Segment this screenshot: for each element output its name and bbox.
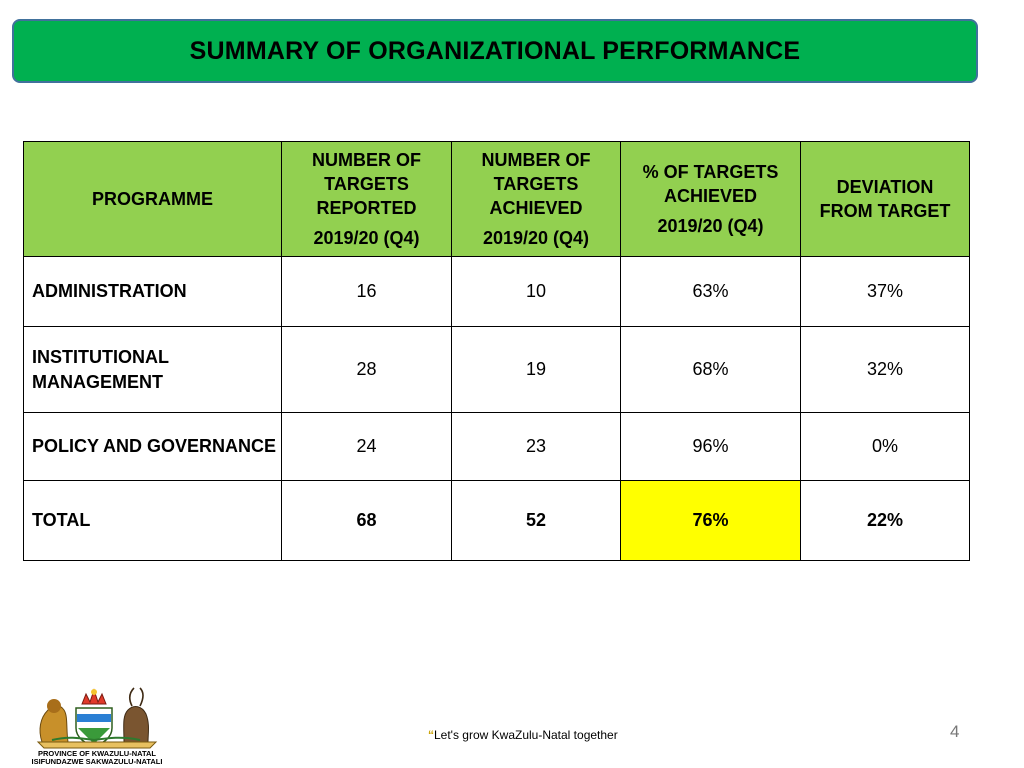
performance-table: PROGRAMME NUMBER OF TARGETS REPORTED 201…: [23, 141, 970, 561]
table-row: INSTITUTIONAL MANAGEMENT 28 19 68% 32%: [23, 326, 970, 413]
row-deviation: 0%: [800, 412, 970, 481]
header-targets-reported: NUMBER OF TARGETS REPORTED 2019/20 (Q4): [281, 141, 452, 257]
row-reported: 28: [281, 326, 452, 413]
title-banner: SUMMARY OF ORGANIZATIONAL PERFORMANCE: [12, 19, 978, 83]
table-header-row: PROGRAMME NUMBER OF TARGETS REPORTED 201…: [23, 141, 970, 257]
slogan-text: Let's grow KwaZulu-Natal together: [434, 728, 618, 742]
row-reported: 16: [281, 256, 452, 327]
table-total-row: TOTAL 68 52 76% 22%: [23, 480, 970, 561]
total-achieved: 52: [451, 480, 621, 561]
row-reported: 24: [281, 412, 452, 481]
slogan-quote-mark: “: [428, 728, 434, 742]
logo-caption-line1: PROVINCE OF KWAZULU-NATAL: [37, 749, 157, 758]
row-achieved: 23: [451, 412, 621, 481]
row-achieved: 10: [451, 256, 621, 327]
table-row: POLICY AND GOVERNANCE 24 23 96% 0%: [23, 412, 970, 481]
header-programme: PROGRAMME: [23, 141, 282, 257]
table-row: ADMINISTRATION 16 10 63% 37%: [23, 256, 970, 327]
row-achieved: 19: [451, 326, 621, 413]
row-percent: 68%: [620, 326, 801, 413]
row-deviation: 32%: [800, 326, 970, 413]
total-reported: 68: [281, 480, 452, 561]
header-targets-achieved: NUMBER OF TARGETS ACHIEVED 2019/20 (Q4): [451, 141, 621, 257]
province-logo: PROVINCE OF KWAZULU-NATAL ISIFUNDAZWE SA…: [24, 684, 170, 768]
row-percent: 96%: [620, 412, 801, 481]
page-number: 4: [950, 722, 960, 741]
row-deviation: 37%: [800, 256, 970, 327]
row-programme: ADMINISTRATION: [23, 256, 282, 327]
footer-slogan: “Let's grow KwaZulu-Natal together: [428, 728, 618, 742]
logo-caption-line2: ISIFUNDAZWE SAKWAZULU-NATALI: [31, 757, 163, 766]
header-percent-achieved: % OF TARGETS ACHIEVED 2019/20 (Q4): [620, 141, 801, 257]
kwazulu-natal-coat-of-arms-icon: [36, 687, 158, 749]
row-programme: INSTITUTIONAL MANAGEMENT: [23, 326, 282, 413]
total-percent: 76%: [620, 480, 801, 561]
row-percent: 63%: [620, 256, 801, 327]
slide-title: SUMMARY OF ORGANIZATIONAL PERFORMANCE: [189, 36, 801, 65]
header-deviation: DEVIATION FROM TARGET: [800, 141, 970, 257]
total-programme: TOTAL: [23, 480, 282, 561]
row-programme: POLICY AND GOVERNANCE: [23, 412, 282, 481]
total-deviation: 22%: [800, 480, 970, 561]
